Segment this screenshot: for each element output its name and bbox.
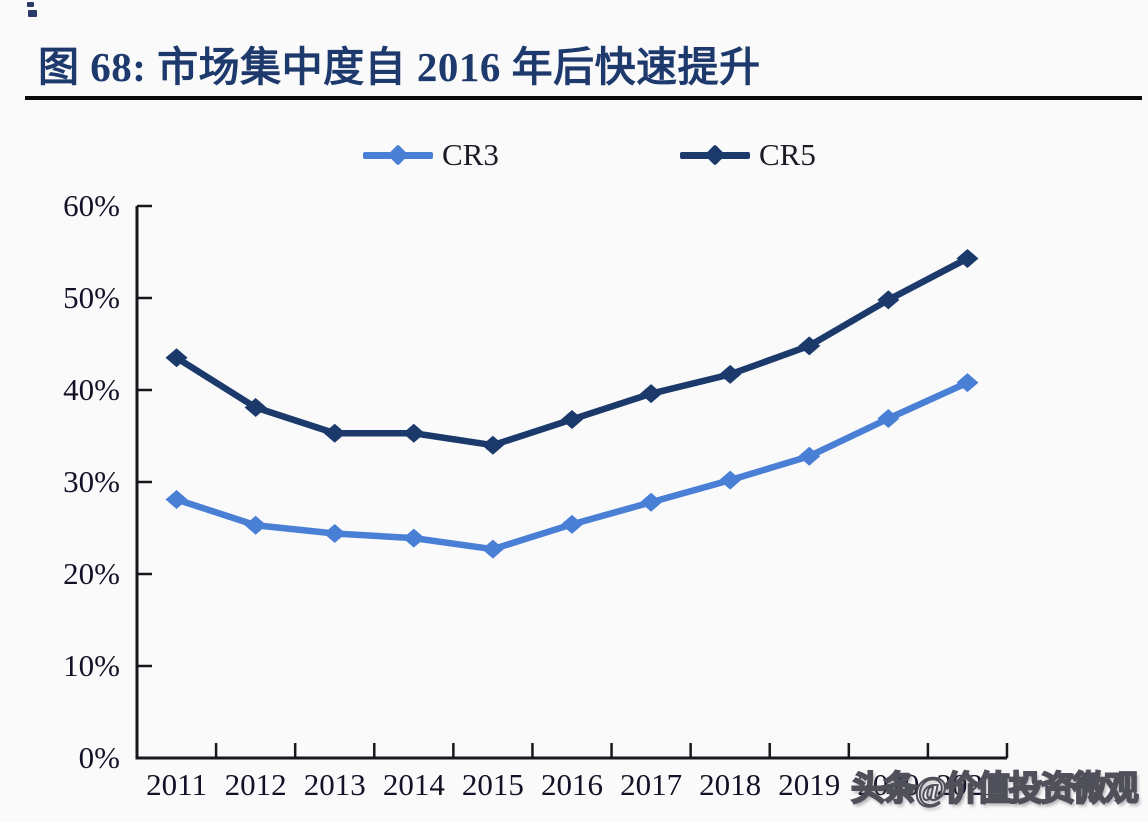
cr5-line-swatch [680,144,750,166]
x-axis-label: 2017 [620,767,683,802]
data-point-cr3 [323,524,346,544]
legend-label-cr5: CR5 [759,137,816,172]
data-point-cr3 [244,515,267,535]
cr3-line-swatch [363,144,433,166]
data-point-cr5 [561,409,583,429]
data-point-cr5 [798,336,821,356]
data-point-cr3 [561,514,583,534]
data-point-cr5 [956,248,979,268]
y-axis-label: 50% [63,280,120,315]
x-axis-label: 2018 [699,767,762,802]
y-axis-label: 40% [63,372,120,407]
data-point-cr3 [640,492,663,512]
legend-item-cr3: CR3 [363,138,499,172]
x-axis-label: 2014 [382,767,445,802]
axis-frame [135,206,1007,760]
x-axis-label: 2019 [778,767,841,802]
data-point-cr5 [481,435,504,455]
data-point-cr3 [719,470,742,490]
data-point-cr5 [323,423,346,443]
data-point-cr3 [956,373,979,393]
figure-title: 图 68: 市场集中度自 2016 年后快速提升 [38,44,761,90]
data-point-cr3 [165,489,188,509]
x-axis-label: 2011 [146,767,207,802]
x-axis-label: 2016 [541,767,603,802]
title-divider [25,96,1142,100]
watermark: 头条@价值投资微观 [850,770,1140,809]
x-axis-label: 2015 [461,767,524,802]
data-point-cr5 [402,423,425,443]
y-axis-label: 10% [63,648,120,683]
x-axis-label: 2013 [303,767,366,802]
x-axis-label: 2021 [936,767,999,802]
data-point-cr5 [244,397,267,417]
legend-item-cr5: CR5 [680,138,816,172]
x-axis-label: 2012 [224,767,287,802]
data-point-cr5 [719,364,742,384]
legend-label-cr3: CR3 [442,137,499,172]
data-point-cr5 [877,290,900,310]
data-point-cr5 [640,384,663,404]
cutoff-text-fragment [27,2,34,7]
y-axis-label: 30% [63,464,120,499]
data-point-cr3 [798,446,821,466]
y-axis-label: 60% [63,188,120,223]
data-point-cr3 [402,528,425,548]
x-axis-label: 2020 [857,767,920,802]
y-axis-label: 0% [78,740,120,775]
y-axis-label: 20% [63,556,120,591]
data-point-cr3 [481,539,504,559]
data-point-cr3 [877,409,900,429]
cutoff-text-fragment [28,10,37,17]
data-point-cr5 [165,348,188,368]
